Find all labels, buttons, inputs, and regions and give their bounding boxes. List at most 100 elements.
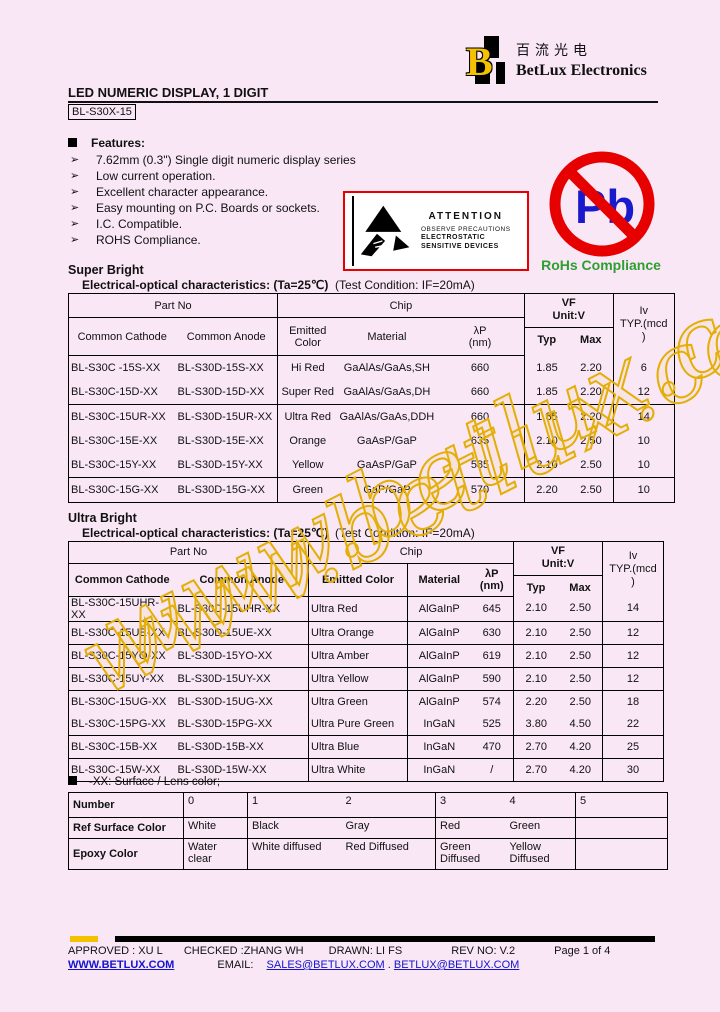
cell-vf-max: 2.50 xyxy=(558,667,603,691)
cell-wavelength: 660 xyxy=(436,355,525,380)
feature-item: ➢ I.C. Compatible. xyxy=(70,217,183,231)
cell-material: AlGaInP xyxy=(407,621,471,645)
drawn-by: DRAWN: LI FS xyxy=(328,945,403,957)
cell-emitted-color: Ultra Yellow xyxy=(308,667,408,691)
feature-item: ➢ 7.62mm (0.3") Single digit numeric disp… xyxy=(70,153,356,167)
ultra-bright-title: Ultra Bright xyxy=(68,511,137,525)
cell-emitted-color: Ultra Red xyxy=(284,411,331,423)
feature-item: ➢ Low current operation. xyxy=(70,169,216,183)
betlux-logo: B 百流光电 BetLux Electronics xyxy=(466,36,647,86)
attention-line: ELECTROSTATIC xyxy=(421,234,486,242)
col-header-chip: Chip xyxy=(277,293,525,318)
cell-emitted-color: Ultra Red xyxy=(308,596,408,622)
website-link[interactable]: WWW.BETLUX.COM xyxy=(68,959,175,971)
cell-iv: 6 xyxy=(640,361,647,374)
sales-email-link[interactable]: SALES@BETLUX.COM xyxy=(266,959,385,971)
cell-iv: 18 xyxy=(626,695,640,708)
cell-vf-typ: 2.10 xyxy=(536,435,558,447)
col-header-chip: Chip xyxy=(308,541,514,564)
brand-english-name: BetLux Electronics xyxy=(516,62,647,79)
cell-material: GaAlAs/GaAs,DDH xyxy=(339,411,435,423)
cell-material: AlGaInP xyxy=(407,644,471,668)
col-header-material: Material xyxy=(337,317,437,356)
rohs-compliance-label: RoHs Compliance xyxy=(541,257,661,273)
cell-iv: 30 xyxy=(602,758,664,782)
cell-wavelength: 619 xyxy=(470,644,514,668)
footer-approval-line: APPROVED : XU L CHECKED :ZHANG WH DRAWN:… xyxy=(68,945,610,957)
col-header-vf: VF Unit:V Typ Max xyxy=(513,541,603,596)
cell-material: GaP/GaP xyxy=(363,484,411,496)
cell-vf-max: 2.50 xyxy=(558,690,603,713)
cell-material: GaAsP/GaP xyxy=(337,453,437,478)
col-header-part-no: Part No xyxy=(68,541,309,564)
footer-yellow-bar xyxy=(70,936,98,942)
betlux-logo-icon: B xyxy=(466,36,508,86)
cell-emitted-color: Super Red xyxy=(277,380,338,405)
table-row: BL-S30C-15YO-XX BL-S30D-15YO-XX Ultra Am… xyxy=(68,644,664,668)
section-square-icon xyxy=(68,138,77,147)
cell-vf-typ: 1.85 xyxy=(536,411,558,423)
footer-contact-line: WWW.BETLUX.COM EMAIL: SALES@BETLUX.COM .… xyxy=(68,959,519,971)
attention-line: OBSERVE PRECAUTIONS xyxy=(421,225,511,233)
col-header-lambda: λP (nm) xyxy=(436,317,525,356)
cell-cathode: BL-S30C-15UE-XX xyxy=(68,621,176,645)
col-header-iv: Iv TYP.(mcd) xyxy=(620,305,668,344)
table-row: Ref Surface Color White Black Gray Red G… xyxy=(68,817,668,839)
table-row: BL-S30C-15Y-XX BL-S30D-15Y-XX Yellow GaA… xyxy=(68,453,675,478)
col-header-max: Max xyxy=(580,334,602,346)
cell-iv: 10 xyxy=(637,435,650,447)
arrow-bullet-icon: ➢ xyxy=(70,218,80,230)
cell-vf-max: 2.20 xyxy=(569,355,614,380)
cell-vf-typ: 3.80 xyxy=(513,712,559,736)
cell-wavelength: 660 xyxy=(436,380,525,405)
table-row: BL-S30C-15UG-XX BL-S30D-15UG-XX Ultra Gr… xyxy=(69,690,664,713)
cell-anode: BL-S30D-15YO-XX xyxy=(175,644,309,668)
row-label: Ref Surface Color xyxy=(68,817,184,839)
cell-anode: BL-S30D-15G-XX xyxy=(175,477,278,503)
features-section: Features: ➢ 7.62mm (0.3") Single digit nu… xyxy=(68,136,398,250)
cell-cathode: BL-S30C-15B-XX xyxy=(68,735,176,759)
cell-material: InGaN xyxy=(407,735,471,759)
cell-vf-typ: 2.70 xyxy=(513,758,559,782)
part-number-box: BL-S30X-15 xyxy=(68,104,136,120)
table-row: Number 0 1 2 3 4 5 xyxy=(68,792,668,818)
cell-vf-max: 2.50 xyxy=(569,453,614,478)
cell-iv: 12 xyxy=(602,667,664,691)
row-label: Epoxy Color xyxy=(68,838,184,870)
cell-iv: 14 xyxy=(637,411,650,423)
col-header-part-no: Part No xyxy=(68,293,278,318)
col-header-iv: Iv TYP.(mcd) xyxy=(609,549,657,588)
cell-wavelength: 635 xyxy=(436,429,525,453)
footer-black-bar xyxy=(115,936,655,942)
cell-material: GaAlAs/GaAs,SH xyxy=(343,362,430,374)
table-row: BL-S30C-15D-XX BL-S30D-15D-XX Super Red … xyxy=(68,380,675,405)
cell-vf-max: 2.50 xyxy=(569,477,614,503)
cell-anode: BL-S30D-15D-XX xyxy=(175,380,278,405)
cell-anode: BL-S30D-15W-XX xyxy=(175,758,309,782)
cell-iv: 10 xyxy=(637,484,650,496)
cell-iv: 12 xyxy=(613,380,675,405)
col-header-cathode: Common Cathode xyxy=(68,317,176,356)
cell-wavelength: 590 xyxy=(470,667,514,691)
cell-wavelength: 470 xyxy=(470,735,514,759)
cell-cathode: BL-S30C-15G-XX xyxy=(71,484,159,496)
table-row: BL-S30C -15S-XX BL-S30D-15S-XX Hi Red Ga… xyxy=(69,355,675,380)
cell-vf-max: 4.50 xyxy=(558,712,603,736)
table-row: Epoxy Color Water clear White diffused R… xyxy=(68,838,668,870)
info-email-link[interactable]: BETLUX@BETLUX.COM xyxy=(393,959,520,971)
cell-cathode: BL-S30C-15W-XX xyxy=(68,758,176,782)
cell-vf-typ: 2.10 xyxy=(524,453,570,478)
super-bright-table: Part No Chip VF Unit:V Typ Max Iv TYP.(mcd)… xyxy=(68,293,675,503)
esd-warning-icon xyxy=(360,205,410,257)
cell-material: InGaN xyxy=(407,712,471,736)
cell-material: AlGaInP xyxy=(407,667,471,691)
cell-iv: 12 xyxy=(602,621,664,645)
page-number: Page 1 of 4 xyxy=(554,945,611,957)
col-header-max: Max xyxy=(569,582,591,594)
cell-cathode: BL-S30C-15E-XX xyxy=(71,435,158,447)
cell-anode: BL-S30D-15PG-XX xyxy=(175,712,309,736)
cell-vf-typ: 2.10 xyxy=(513,621,559,645)
attention-title: ATTENTION xyxy=(428,210,504,222)
cell-emitted-color: Hi Red xyxy=(290,362,325,374)
